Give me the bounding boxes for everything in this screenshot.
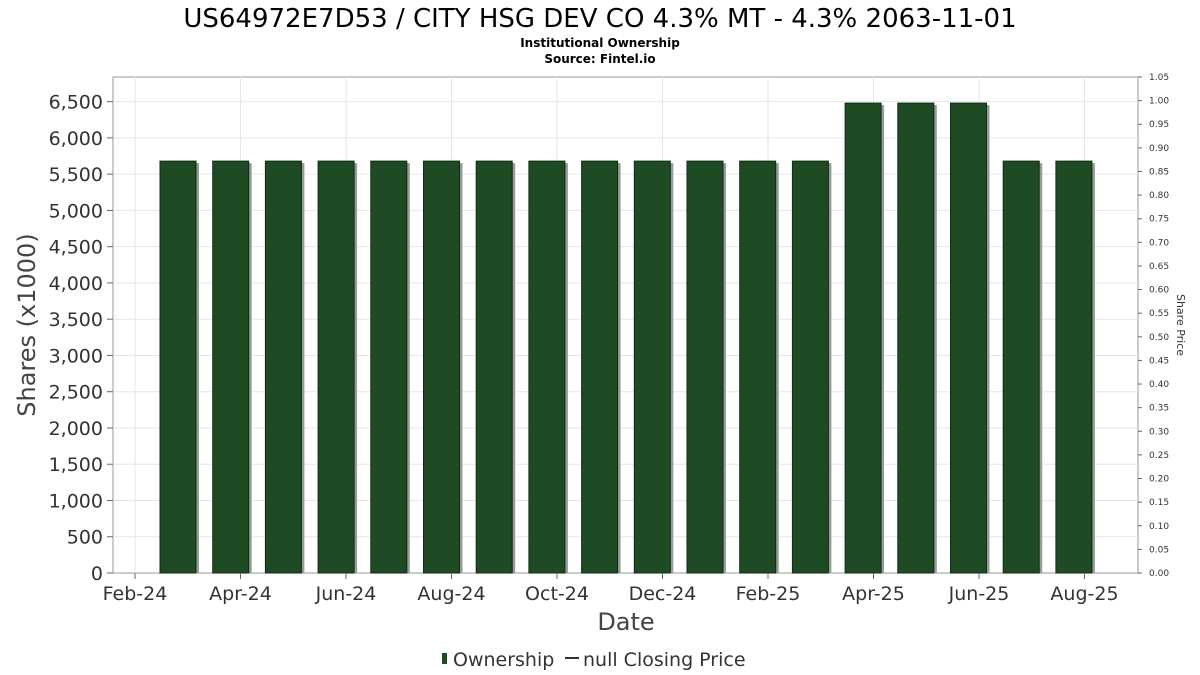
- ownership-bar: [739, 160, 777, 574]
- ownership-bars: [159, 102, 1095, 574]
- y-tick-label: 3,000: [49, 345, 103, 367]
- x-tick-label: Apr-25: [842, 583, 905, 605]
- y-tick-label: 500: [67, 527, 103, 549]
- ownership-bar: [370, 160, 408, 574]
- secondary-y-axis-label: Share Price: [1174, 294, 1187, 356]
- y-tick-label: 0: [91, 563, 103, 585]
- y-tick-label: 1,000: [49, 490, 103, 512]
- y-tick-label: 6,000: [49, 128, 103, 150]
- y-axis-label: Shares (x1000): [13, 233, 41, 416]
- ownership-bar: [844, 102, 882, 574]
- y2-tick-label: 0.50: [1149, 333, 1169, 343]
- secondary-y-axis-ticks: 0.00 0.05 0.10 0.15 0.20 0.25 0.30 0.35 0.40 0.45…: [1138, 73, 1169, 579]
- ownership-bar: [791, 160, 829, 574]
- ownership-bar: [1055, 160, 1093, 574]
- legend: Ownership null Closing Price: [442, 649, 746, 671]
- y2-tick-label: 0.10: [1149, 522, 1169, 532]
- x-tick-label: Jun-25: [948, 583, 1010, 605]
- x-tick-label: Aug-25: [1050, 583, 1118, 605]
- y2-tick-label: 0.20: [1149, 475, 1169, 485]
- chart-title: US64972E7D53 / CITY HSG DEV CO 4.3% MT -…: [183, 4, 1016, 34]
- y2-tick-label: 0.40: [1149, 380, 1169, 390]
- y2-tick-label: 0.65: [1149, 262, 1169, 272]
- y-tick-label: 2,500: [49, 382, 103, 404]
- y2-tick-label: 0.25: [1149, 451, 1169, 461]
- y-tick-label: 5,000: [49, 200, 103, 222]
- legend-ownership-label: Ownership: [453, 649, 554, 671]
- chart-subtitle-line-1: Institutional Ownership: [520, 36, 680, 50]
- ownership-bar: [581, 160, 619, 574]
- legend-price-label: null Closing Price: [583, 649, 746, 671]
- x-tick-label: Aug-24: [417, 583, 485, 605]
- x-tick-label: Dec-24: [629, 583, 697, 605]
- ownership-bar: [686, 160, 724, 574]
- y2-tick-label: 1.05: [1149, 73, 1169, 83]
- y-axis-ticks: 0 500 1,000 1,500 2,000 2,500 3,000 3,500 4,000 4…: [49, 92, 113, 585]
- ownership-bar: [528, 160, 566, 574]
- legend-ownership-swatch: [442, 653, 447, 664]
- y2-tick-label: 0.75: [1149, 215, 1169, 225]
- y-tick-label: 4,000: [49, 273, 103, 295]
- y2-tick-label: 0.35: [1149, 404, 1169, 414]
- ownership-bar: [317, 160, 355, 574]
- ownership-bar: [950, 102, 987, 574]
- y2-tick-label: 0.95: [1149, 120, 1169, 130]
- y2-tick-label: 0.00: [1149, 569, 1169, 579]
- ownership-bar: [212, 160, 250, 574]
- ownership-bar: [633, 160, 671, 574]
- y2-tick-label: 0.90: [1149, 144, 1169, 154]
- ownership-bar: [423, 160, 460, 574]
- chart-subtitle-line-2: Source: Fintel.io: [544, 52, 655, 66]
- ownership-bar: [897, 102, 935, 574]
- x-tick-label: Oct-24: [525, 583, 589, 605]
- y-tick-label: 4,500: [49, 237, 103, 259]
- y2-tick-label: 0.55: [1149, 309, 1169, 319]
- y2-tick-label: 0.70: [1149, 238, 1169, 248]
- y2-tick-label: 0.30: [1149, 427, 1169, 437]
- y2-tick-label: 0.60: [1149, 286, 1169, 296]
- x-tick-label: Feb-25: [736, 583, 801, 605]
- y-tick-label: 1,500: [49, 454, 103, 476]
- y-tick-label: 5,500: [49, 164, 103, 186]
- ownership-bar: [264, 160, 302, 574]
- x-axis-label: Date: [597, 608, 654, 636]
- ownership-bar: [1002, 160, 1040, 574]
- y2-tick-label: 0.45: [1149, 356, 1169, 366]
- y2-tick-label: 0.80: [1149, 191, 1169, 201]
- y2-tick-label: 0.85: [1149, 167, 1169, 177]
- y-tick-label: 6,500: [49, 92, 103, 114]
- x-tick-label: Feb-24: [103, 583, 168, 605]
- y2-tick-label: 0.05: [1149, 545, 1169, 555]
- x-tick-label: Apr-24: [209, 583, 272, 605]
- y-tick-label: 2,000: [49, 418, 103, 440]
- y-tick-label: 3,500: [49, 309, 103, 331]
- x-tick-label: Jun-24: [315, 583, 377, 605]
- y2-tick-label: 0.15: [1149, 498, 1169, 508]
- x-axis-ticks: Feb-24 Apr-24 Jun-24 Aug-24 Oct-24 Dec-24 Feb-…: [103, 573, 1119, 605]
- y2-tick-label: 1.00: [1149, 97, 1169, 107]
- ownership-bar: [159, 160, 197, 574]
- ownership-bar: [475, 160, 513, 574]
